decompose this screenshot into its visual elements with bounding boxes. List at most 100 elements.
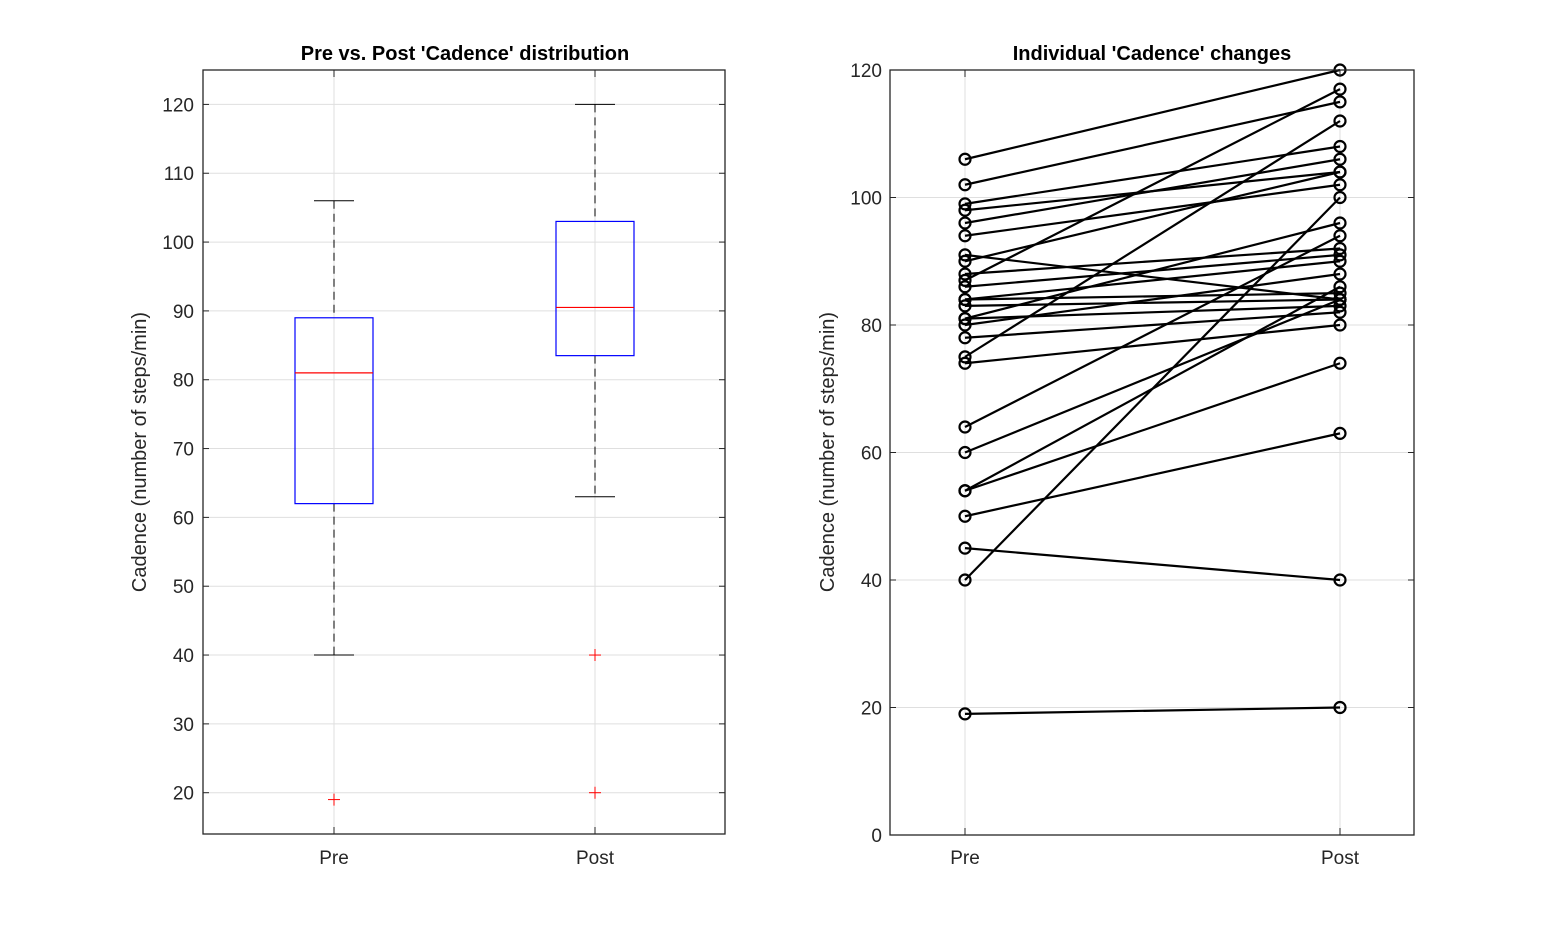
x-tick-label: Pre	[319, 848, 349, 869]
subject-series	[958, 178, 1347, 243]
y-tick-label: 50	[173, 577, 194, 598]
post-point	[1333, 190, 1347, 205]
subject-line	[964, 234, 1341, 428]
subject-line	[964, 323, 1341, 365]
subject-line	[964, 298, 1341, 307]
y-tick-label: 20	[173, 784, 194, 805]
pre-point	[958, 484, 972, 498]
y-tick-label: 40	[173, 646, 194, 667]
outlier-marker	[589, 786, 601, 799]
pre-point	[958, 299, 972, 313]
y-tick-label: 80	[861, 316, 882, 337]
pre-point	[958, 573, 972, 587]
post-point	[1333, 152, 1347, 166]
pre-point	[958, 541, 972, 555]
subject-line	[964, 247, 1341, 276]
post-point	[1333, 248, 1347, 262]
post-point	[1333, 82, 1347, 96]
post-point	[1333, 178, 1347, 192]
subject-line	[964, 432, 1341, 518]
subject-line	[964, 183, 1341, 237]
y-tick-label: 40	[861, 571, 882, 592]
lines-axes: Individual 'Cadence' changes Cadence (nu…	[817, 43, 1415, 869]
subject-line	[964, 88, 1341, 282]
subject-line	[964, 145, 1341, 205]
x-tick-label: Post	[576, 848, 615, 869]
pre-point	[958, 254, 972, 268]
subject-line	[964, 253, 1341, 301]
post-point	[1333, 229, 1347, 243]
y-tick-label: 80	[173, 371, 194, 392]
lines-y-axis-label: Cadence (number of steps/min)	[817, 312, 839, 592]
subject-line	[964, 311, 1341, 339]
post-point	[1333, 700, 1347, 715]
post-point	[1333, 216, 1347, 230]
boxplot-y-axis-label: Cadence (number of steps/min)	[129, 312, 151, 592]
subject-line	[964, 221, 1341, 320]
subject-line	[964, 362, 1341, 492]
subject-series	[958, 318, 1347, 370]
post-point	[1333, 426, 1347, 440]
y-tick-label: 120	[850, 61, 882, 82]
post-point	[1333, 95, 1347, 109]
y-tick-label: 70	[173, 440, 194, 461]
pre-point	[958, 707, 972, 721]
y-tick-label: 60	[173, 508, 194, 529]
pre-point	[958, 229, 972, 243]
subject-series	[958, 82, 1347, 287]
subject-series	[958, 139, 1347, 211]
subject-series	[958, 292, 1347, 460]
y-tick-label: 120	[162, 95, 194, 116]
post-point	[1333, 241, 1347, 256]
subject-line	[964, 120, 1341, 358]
subject-line	[964, 68, 1341, 161]
post-point	[1333, 254, 1347, 268]
pre-point	[958, 356, 972, 370]
pre-point	[958, 203, 972, 217]
post-point	[1333, 292, 1347, 307]
post-point	[1333, 318, 1347, 332]
outlier-marker	[328, 793, 340, 806]
pre-point	[958, 445, 972, 460]
lines-title: Individual 'Cadence' changes	[1013, 43, 1291, 65]
box-pre	[294, 317, 374, 505]
y-tick-label: 30	[173, 715, 194, 736]
x-tick-label: Pre	[950, 848, 980, 869]
subject-series	[958, 700, 1347, 721]
subject-line	[964, 547, 1341, 582]
subject-line	[964, 196, 1341, 581]
pre-point	[958, 509, 972, 523]
post-point	[1333, 356, 1347, 370]
pre-point	[958, 420, 972, 434]
subject-line	[964, 158, 1341, 225]
post-point	[1333, 139, 1347, 154]
y-tick-label: 100	[162, 233, 194, 254]
subject-series	[958, 229, 1347, 434]
pre-point	[958, 216, 972, 230]
subject-series	[958, 152, 1347, 230]
y-tick-label: 0	[871, 826, 882, 847]
pre-point	[958, 280, 972, 294]
post-point	[1333, 267, 1347, 281]
y-tick-label: 20	[861, 699, 882, 720]
subject-line	[964, 706, 1341, 715]
post-point	[1333, 305, 1347, 319]
boxplot-title: Pre vs. Post 'Cadence' distribution	[301, 43, 629, 65]
y-tick-label: 90	[173, 302, 194, 323]
pre-point	[958, 318, 972, 332]
subject-series	[958, 426, 1347, 523]
pre-point	[958, 152, 972, 166]
pre-point	[958, 331, 972, 345]
subject-series	[958, 305, 1347, 345]
x-tick-label: Post	[1321, 848, 1360, 869]
post-point	[1333, 280, 1347, 294]
subject-series	[958, 95, 1347, 192]
post-point	[1333, 573, 1347, 587]
post-point	[1333, 165, 1347, 179]
subject-line	[964, 100, 1341, 186]
subject-series	[958, 190, 1347, 587]
subject-line	[964, 170, 1341, 263]
y-tick-label: 110	[164, 164, 194, 185]
boxplot-frame	[202, 69, 726, 835]
